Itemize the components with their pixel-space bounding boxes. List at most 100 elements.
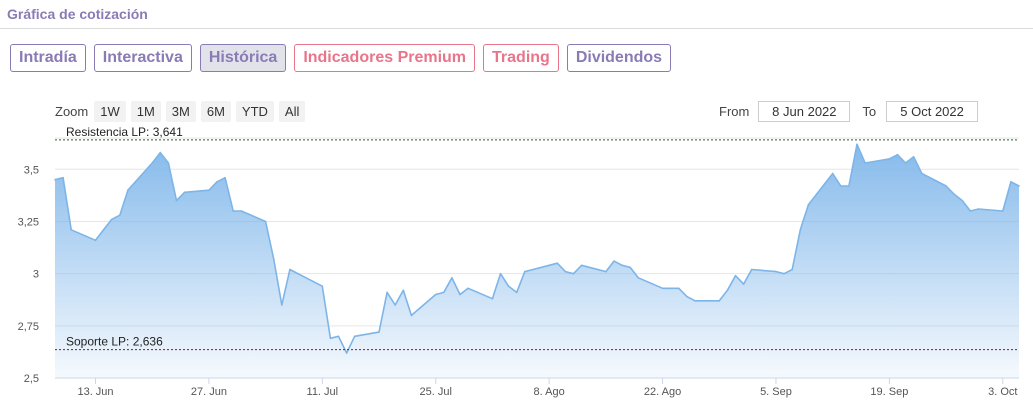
price-point xyxy=(70,229,72,231)
price-point xyxy=(459,293,461,296)
price-area xyxy=(55,144,1019,378)
price-point xyxy=(434,293,437,296)
y-tick-label: 2,75 xyxy=(18,321,39,333)
price-point xyxy=(524,270,526,273)
price-point xyxy=(904,162,907,164)
price-point xyxy=(605,270,607,273)
date-range: From 8 Jun 2022 To 5 Oct 2022 xyxy=(719,101,979,122)
x-tick-label: 13. Jun xyxy=(77,386,113,398)
price-point xyxy=(831,172,834,175)
tab-interactiva[interactable]: Interactiva xyxy=(93,44,192,72)
price-point xyxy=(451,277,453,279)
price-point xyxy=(945,185,947,187)
support-label: Soporte LP: 2,636 xyxy=(66,335,163,349)
zoom-button-1w[interactable]: 1W xyxy=(94,101,126,122)
price-point xyxy=(1010,181,1012,183)
price-point xyxy=(799,229,802,231)
price-point xyxy=(345,352,348,354)
to-date-input[interactable]: 5 Oct 2022 xyxy=(886,101,979,122)
x-tick-label: 11. Jul xyxy=(307,386,339,398)
price-point xyxy=(694,300,696,302)
to-label: To xyxy=(862,104,877,119)
price-point xyxy=(94,239,97,242)
price-point xyxy=(912,156,915,158)
price-point xyxy=(613,260,615,262)
zoom-button-3m[interactable]: 3M xyxy=(165,101,196,122)
price-point xyxy=(402,289,405,292)
price-point xyxy=(807,204,810,206)
price-point xyxy=(329,337,332,340)
price-point xyxy=(264,220,267,223)
price-point xyxy=(491,297,494,300)
price-point xyxy=(167,162,170,164)
price-point xyxy=(443,291,445,294)
price-point xyxy=(175,199,178,202)
price-point xyxy=(548,264,550,267)
price-point xyxy=(507,285,510,288)
price-point xyxy=(1002,210,1004,212)
price-point xyxy=(159,151,162,154)
price-point xyxy=(272,258,275,260)
price-point xyxy=(467,287,469,290)
price-point xyxy=(289,268,291,271)
price-point xyxy=(515,291,518,294)
tab-dividendos[interactable]: Dividendos xyxy=(566,44,672,72)
price-point xyxy=(183,191,186,194)
price-point xyxy=(864,162,866,164)
price-point xyxy=(783,272,785,275)
price-point xyxy=(1018,185,1020,187)
price-point xyxy=(564,270,567,273)
tab-indicadores-premium[interactable]: Indicadores Premium xyxy=(294,44,476,72)
price-point xyxy=(232,210,234,212)
price-point xyxy=(208,189,210,191)
price-point xyxy=(686,295,688,298)
price-point xyxy=(953,193,955,196)
price-point xyxy=(734,274,737,277)
price-point xyxy=(848,185,850,187)
zoom-button-all[interactable]: All xyxy=(278,101,306,122)
price-point xyxy=(321,285,324,288)
price-point xyxy=(840,185,842,187)
price-point xyxy=(977,208,980,210)
price-point xyxy=(386,291,388,294)
title-divider xyxy=(0,28,1033,29)
price-point xyxy=(750,268,753,271)
tab-historica[interactable]: Histórica xyxy=(199,44,287,72)
price-point xyxy=(119,214,121,216)
price-point xyxy=(224,176,226,179)
x-tick-label: 19. Sep xyxy=(870,386,908,398)
price-point xyxy=(127,189,129,191)
price-point xyxy=(62,176,64,179)
price-point xyxy=(969,210,972,212)
from-date-input[interactable]: 8 Jun 2022 xyxy=(758,101,851,122)
x-tick-label: 5. Sep xyxy=(760,386,792,398)
price-point xyxy=(742,283,745,285)
zoom-label: Zoom xyxy=(55,104,89,119)
zoom-selector: Zoom 1W 1M 3M 6M YTD All xyxy=(55,101,310,122)
chart-section-title: Gráfica de cotización xyxy=(7,6,148,22)
price-point xyxy=(775,270,777,273)
zoom-button-ytd[interactable]: YTD xyxy=(235,101,274,122)
price-point xyxy=(151,162,153,164)
price-point xyxy=(216,181,218,183)
x-tick-label: 27. Jun xyxy=(191,386,227,398)
from-label: From xyxy=(719,104,750,119)
tab-trading[interactable]: Trading xyxy=(483,44,559,72)
price-line xyxy=(54,143,1020,354)
price-point xyxy=(661,287,664,290)
price-point xyxy=(281,304,283,306)
y-tick-label: 3 xyxy=(33,269,39,281)
price-point xyxy=(791,268,793,271)
price-point xyxy=(726,289,729,292)
price-point xyxy=(499,272,502,275)
price-point xyxy=(856,143,858,146)
zoom-button-1m[interactable]: 1M xyxy=(130,101,161,122)
price-point xyxy=(669,287,672,290)
price-point xyxy=(629,266,631,269)
zoom-button-6m[interactable]: 6M xyxy=(200,101,231,122)
price-point xyxy=(718,300,721,302)
price-point xyxy=(110,218,113,221)
tab-intradia[interactable]: Intradía xyxy=(10,44,86,72)
x-tick-label: 3. Oct xyxy=(988,386,1017,398)
price-point xyxy=(556,262,559,265)
